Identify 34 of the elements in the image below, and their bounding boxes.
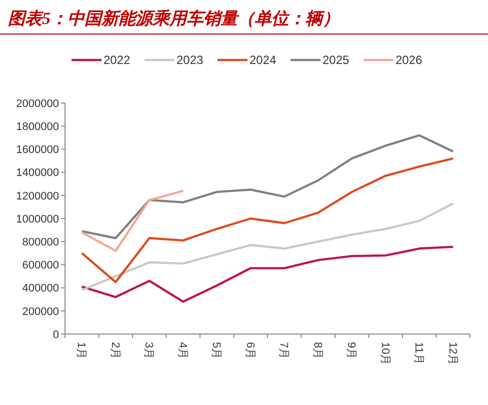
line-series [80,202,454,292]
line-series [80,157,454,284]
y-tick-label: 1600000 [16,144,59,156]
y-tick-label: 1200000 [16,190,59,202]
x-tick-label: 7月 [278,342,290,360]
y-tick-label: 600000 [22,260,59,272]
x-tick-label: 12月 [446,342,458,366]
legend-label: 2023 [176,53,204,68]
x-tick-label: 3月 [142,342,155,360]
y-tick-label: 2000000 [16,98,59,110]
line-series [80,190,184,252]
legend-label: 2025 [322,53,350,68]
legend-label: 2026 [396,53,423,68]
y-tick-label: 400000 [22,282,59,295]
x-tick-label: 9月 [345,342,358,360]
x-tick-label: 2月 [108,342,121,360]
chart-title: 图表5：中国新能源乘用车销量（单位：辆） [8,9,340,28]
y-tick-label: 1800000 [16,120,59,133]
y-tick-label: 1400000 [16,167,59,180]
line-series [80,246,454,303]
legend-label: 2022 [104,53,131,68]
x-tick-label: 6月 [244,342,256,360]
y-tick-label: 0 [52,328,59,341]
x-tick-label: 4月 [176,342,188,360]
x-tick-label: 10月 [378,342,391,366]
x-tick-label: 1月 [75,342,88,360]
legend-label: 2024 [250,53,277,68]
y-tick-label: 200000 [22,306,59,318]
x-tick-label: 5月 [210,342,222,360]
y-tick-label: 1000000 [16,213,59,226]
x-tick-label: 8月 [311,342,324,360]
line-series [80,134,454,240]
y-tick-label: 800000 [22,236,59,248]
x-tick-label: 11月 [412,342,425,364]
